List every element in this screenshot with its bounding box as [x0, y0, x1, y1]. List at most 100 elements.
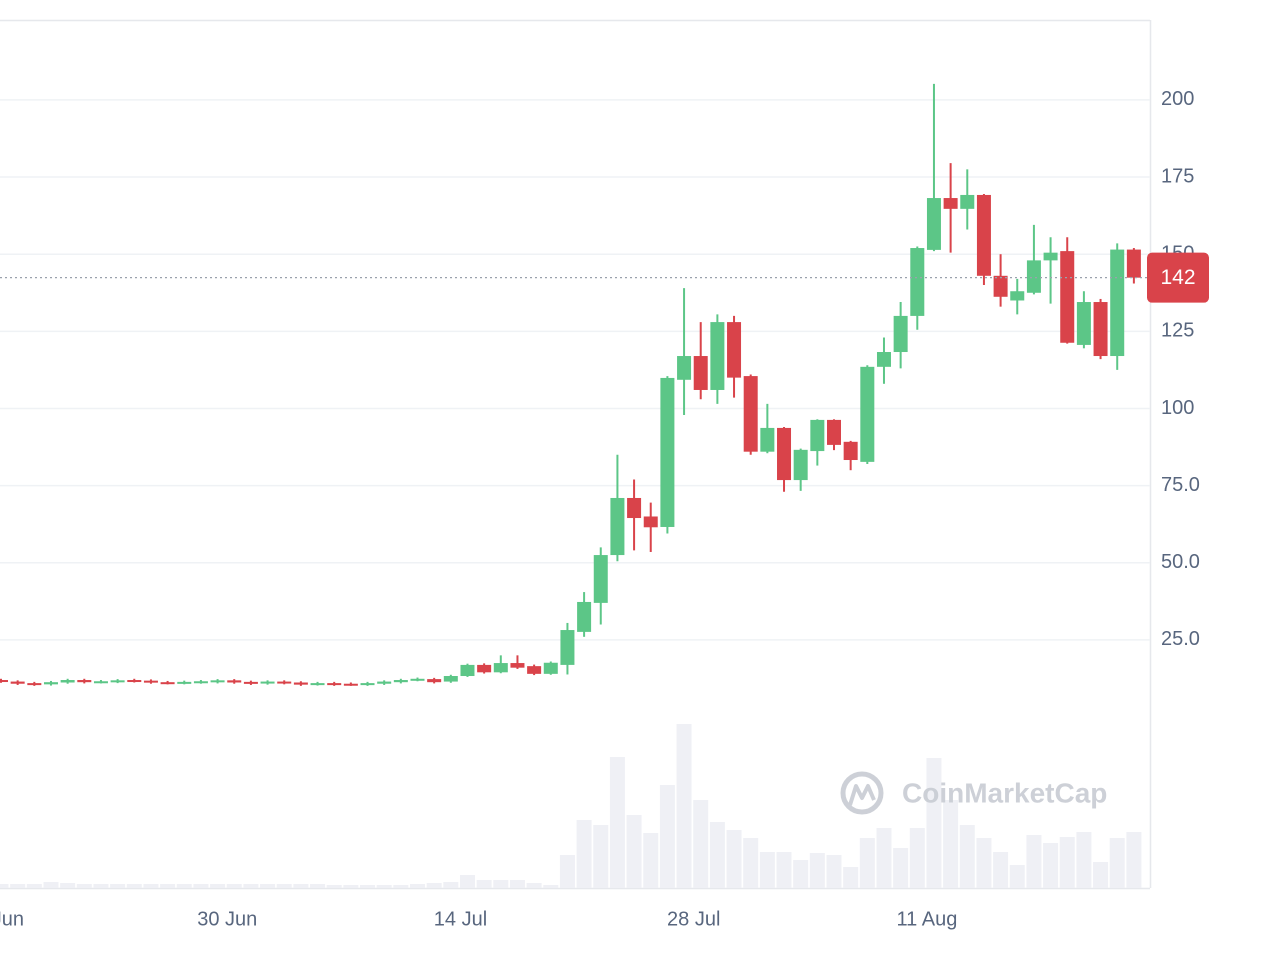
- candle-body: [160, 682, 175, 685]
- volume-bar: [410, 884, 425, 888]
- watermark: CoinMarketCap: [840, 771, 1107, 815]
- candle-body: [710, 322, 725, 390]
- volume-bar: [609, 757, 625, 888]
- volume-bar: [543, 885, 559, 888]
- candle-body: [943, 198, 958, 209]
- candle-body: [926, 198, 941, 250]
- volume-bar: [110, 884, 126, 888]
- candle-body: [210, 680, 225, 683]
- volume-bar: [459, 875, 475, 888]
- volume-bar: [226, 884, 242, 888]
- y-tick-label: 50.0: [1161, 551, 1200, 573]
- volume-bar: [659, 785, 675, 888]
- volume-bar: [776, 852, 792, 888]
- candle-body: [510, 663, 525, 668]
- volume-bar: [509, 880, 525, 888]
- candle-body: [1110, 249, 1125, 357]
- candle-body: [477, 664, 492, 673]
- volume-bar: [93, 884, 109, 888]
- volume-bar: [1026, 835, 1042, 888]
- candles-layer: [0, 83, 1141, 686]
- volume-bar: [193, 884, 209, 888]
- volume-bar: [993, 852, 1009, 888]
- volume-bar: [10, 884, 26, 888]
- candle-body: [43, 682, 58, 685]
- volume-bar: [143, 884, 159, 888]
- volume-bar: [210, 884, 226, 888]
- volume-bar: [76, 884, 92, 888]
- candle-body: [910, 248, 925, 316]
- candle-body: [777, 427, 792, 481]
- volume-bar: [493, 880, 509, 888]
- candle-body: [493, 663, 508, 673]
- volume-bar: [0, 884, 9, 888]
- y-tick-label: 100: [1161, 397, 1194, 419]
- volume-bar: [243, 884, 259, 888]
- volume-bar: [360, 885, 376, 888]
- candle-body: [543, 662, 558, 674]
- candle-body: [1093, 302, 1108, 357]
- candle-body: [976, 194, 991, 276]
- candle-body: [177, 681, 192, 684]
- volume-bar: [676, 724, 692, 888]
- volume-bar: [576, 820, 592, 888]
- volume-bar: [293, 884, 309, 888]
- candle-body: [310, 683, 325, 686]
- candle-body: [560, 630, 575, 665]
- volume-bar: [476, 880, 492, 888]
- volume-bar: [1059, 837, 1075, 888]
- labels-layer: 25.050.075.010012515017520016 Jun30 Jun1…: [0, 88, 1209, 930]
- volume-bar: [276, 884, 292, 888]
- candle-body: [410, 678, 425, 681]
- candle-body: [460, 664, 475, 677]
- y-tick-label: 25.0: [1161, 628, 1200, 650]
- volume-bar: [1043, 843, 1059, 888]
- volume-bar: [693, 800, 709, 888]
- volume-bar: [926, 758, 942, 888]
- candle-body: [660, 377, 675, 527]
- volume-bar: [260, 884, 276, 888]
- volume-bar: [876, 828, 892, 888]
- x-tick-label: 11 Aug: [897, 908, 958, 930]
- candle-body: [627, 497, 642, 519]
- candle-body: [527, 666, 542, 674]
- y-tick-label: 75.0: [1161, 474, 1200, 496]
- candle-body: [127, 680, 142, 683]
- y-tick-label: 125: [1161, 320, 1194, 342]
- volume-bar: [709, 822, 725, 888]
- volume-bar: [643, 833, 659, 888]
- volume-bar: [976, 838, 992, 888]
- candle-body: [693, 356, 708, 390]
- volume-bar: [726, 830, 742, 888]
- candle-body: [243, 681, 258, 684]
- candle-body: [227, 680, 242, 683]
- volume-bar: [759, 852, 775, 888]
- candle-body: [743, 376, 758, 452]
- volume-bar: [959, 825, 975, 888]
- candle-body: [577, 601, 592, 632]
- candle-body: [0, 680, 8, 683]
- candle-body: [827, 419, 841, 445]
- watermark-text: CoinMarketCap: [902, 777, 1107, 808]
- candle-body: [277, 681, 292, 684]
- candle-body: [1060, 251, 1075, 343]
- volume-bar: [60, 883, 76, 888]
- candle-body: [610, 497, 625, 556]
- volume-bar: [943, 800, 959, 888]
- volume-bar: [1076, 832, 1092, 888]
- candle-body: [110, 680, 125, 683]
- candle-body: [93, 681, 108, 684]
- x-tick-label: 14 Jul: [434, 908, 487, 930]
- volume-bar: [1126, 832, 1142, 888]
- volume-bar: [743, 838, 759, 888]
- volume-layer: [0, 724, 1142, 888]
- volume-bar: [909, 828, 925, 888]
- candle-body: [260, 681, 275, 684]
- candle-body: [677, 356, 692, 380]
- candle-body: [10, 681, 25, 684]
- candle-body: [77, 680, 92, 683]
- candle-body: [843, 441, 858, 461]
- volume-bar: [809, 853, 825, 888]
- candle-body: [593, 555, 608, 603]
- candle-body: [327, 683, 342, 686]
